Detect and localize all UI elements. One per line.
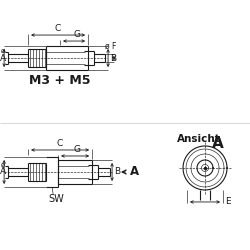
Text: B: B	[110, 54, 116, 62]
Text: ø F: ø F	[106, 42, 117, 51]
Text: A: A	[212, 136, 224, 151]
Text: G: G	[74, 30, 80, 39]
Text: M3 + M5: M3 + M5	[29, 74, 91, 87]
Text: C: C	[57, 139, 63, 148]
Text: E: E	[225, 198, 231, 206]
Text: SW: SW	[48, 194, 64, 204]
Text: B: B	[114, 168, 120, 176]
Text: G: G	[74, 145, 80, 154]
Text: Ansicht: Ansicht	[177, 134, 221, 144]
Text: A: A	[0, 54, 6, 62]
Text: ø: ø	[1, 48, 5, 54]
Text: A: A	[0, 168, 6, 176]
Text: C: C	[55, 24, 61, 33]
Text: A: A	[130, 166, 139, 178]
Text: ø: ø	[1, 162, 5, 168]
